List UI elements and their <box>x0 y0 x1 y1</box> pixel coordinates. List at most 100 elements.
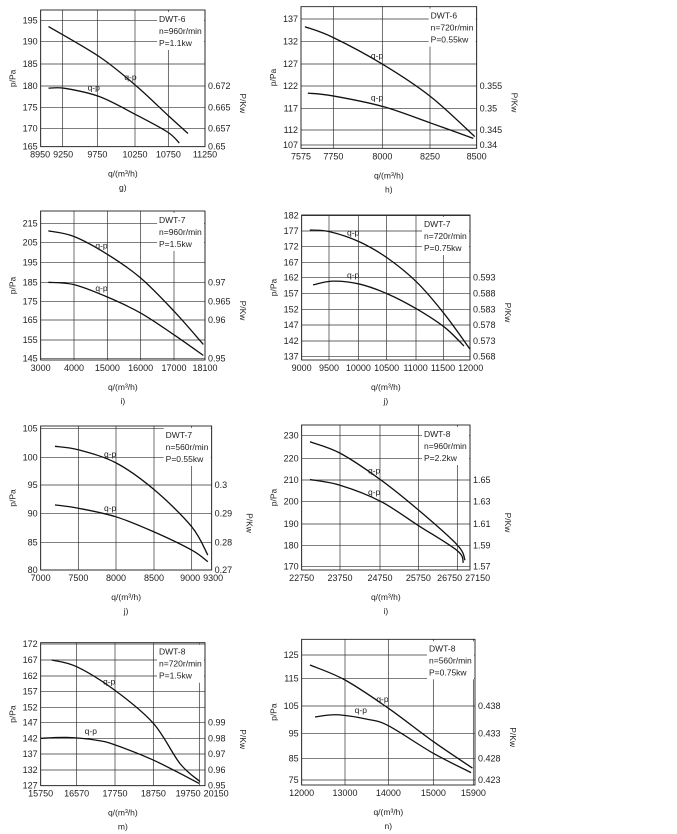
y2-tick-label: 0.568 <box>473 352 496 362</box>
y-tick-label: 167 <box>284 257 299 267</box>
y-tick-label: 162 <box>23 671 38 681</box>
x-tick-label: 16570 <box>64 789 89 799</box>
y-tick-label: 152 <box>284 304 299 314</box>
y2-tick-label: 0.583 <box>473 304 496 314</box>
x-tick-label: 24750 <box>367 573 392 583</box>
x-tick-label: 11000 <box>403 363 427 373</box>
pressure-curve <box>309 229 471 350</box>
y-tick-label: 137 <box>283 14 298 24</box>
power-curve <box>48 281 204 356</box>
power-curve <box>309 478 464 564</box>
y2-tick-label: 0.665 <box>208 102 231 112</box>
x-axis-label: q/(m³/h) <box>371 592 401 602</box>
legend-text: n=960r/min <box>424 441 467 451</box>
y2-axis-label: P/Kw <box>245 513 255 534</box>
plot-frame <box>40 210 206 361</box>
x-axis-label: q/(m³/h) <box>108 382 138 392</box>
y-tick-label: 105 <box>284 701 299 711</box>
y-tick-label: 105 <box>23 423 38 433</box>
legend-background <box>422 217 469 255</box>
y-tick-label: 180 <box>23 81 38 91</box>
y-tick-label: 167 <box>23 655 38 665</box>
y-tick-label: 162 <box>284 273 299 283</box>
pressure-curve <box>54 445 209 556</box>
y-tick-label: 132 <box>23 765 38 775</box>
y2-tick-label: 0.345 <box>480 125 503 135</box>
plot-frame <box>40 425 213 571</box>
x-tick-label: 9000 <box>180 573 200 583</box>
x-tick-label: 7575 <box>291 151 311 161</box>
y-tick-label: 75 <box>289 775 299 785</box>
y2-axis-label: P/Kw <box>508 727 518 748</box>
legend-text: P=2.2kw <box>424 453 458 463</box>
chart-caption: j) <box>123 606 129 616</box>
y2-tick-label: 0.433 <box>478 728 501 738</box>
power-curve <box>48 87 180 144</box>
chart-caption: h) <box>385 184 393 194</box>
series-label: q-p <box>371 50 384 60</box>
x-tick-label: 27150 <box>465 573 490 583</box>
y-tick-label: 230 <box>284 431 299 441</box>
pressure-curve <box>51 659 201 783</box>
x-tick-label: 7500 <box>68 573 88 583</box>
y2-tick-label: 0.965 <box>208 297 231 307</box>
x-axis-label: q/(m³/h) <box>111 592 141 602</box>
y-tick-label: 142 <box>23 733 38 743</box>
series-label: q-p <box>368 487 381 497</box>
y-tick-label: 85 <box>28 537 38 547</box>
y-tick-label: 142 <box>284 336 299 346</box>
y2-tick-label: 0.97 <box>208 277 226 287</box>
x-tick-label: 25750 <box>406 573 431 583</box>
y-axis-label: p/Pa <box>269 488 279 506</box>
x-tick-label: 22750 <box>289 573 314 583</box>
y-tick-label: 117 <box>284 103 298 113</box>
x-tick-label: 15750 <box>28 789 53 799</box>
y-axis-label: p/Pa <box>8 276 18 294</box>
x-tick-label: 18100 <box>192 363 217 373</box>
plot-frame <box>300 6 478 149</box>
legend-text: P=0.55kw <box>166 454 204 464</box>
x-axis-label: q/(m³/h) <box>371 382 401 392</box>
plot-frame <box>301 214 471 361</box>
y2-tick-label: 0.95 <box>208 353 226 363</box>
x-tick-label: 17000 <box>161 363 186 373</box>
y-tick-label: 190 <box>23 37 38 47</box>
x-tick-label: 9000 <box>292 363 312 373</box>
legend-text: n=960r/min <box>159 227 202 237</box>
x-tick-label: 4000 <box>64 363 84 373</box>
y2-tick-label: 1.57 <box>473 562 491 572</box>
y-tick-label: 182 <box>284 211 299 221</box>
x-tick-label: 3000 <box>31 363 51 373</box>
y-tick-label: 127 <box>23 781 38 791</box>
legend-background <box>428 8 476 47</box>
chart-caption: g) <box>119 183 127 193</box>
chart-caption: m) <box>118 822 128 832</box>
y-tick-label: 195 <box>23 258 38 268</box>
x-tick-label: 15000 <box>95 363 120 373</box>
y2-axis-label: P/Kw <box>503 303 513 324</box>
power-curve <box>40 736 200 785</box>
y-tick-label: 95 <box>28 480 38 490</box>
y2-tick-label: 0.578 <box>473 320 496 330</box>
series-label: q-p <box>347 228 360 238</box>
y-tick-label: 210 <box>284 475 299 485</box>
y-tick-label: 137 <box>23 749 38 759</box>
series-label: q-p <box>347 270 360 280</box>
y2-tick-label: 0.428 <box>478 753 501 763</box>
y-axis-label: p/Pa <box>268 68 278 86</box>
x-tick-label: 10000 <box>346 363 371 373</box>
x-tick-label: 15000 <box>421 788 446 798</box>
y-tick-label: 147 <box>284 320 299 330</box>
y-tick-label: 172 <box>23 639 38 649</box>
x-tick-label: 8500 <box>144 573 164 583</box>
legend-text: n=960r/min <box>159 26 202 36</box>
legend-text: DWT-7 <box>166 430 193 440</box>
legend-text: P=0.75kw <box>424 243 462 253</box>
pressure-curve <box>309 664 473 769</box>
legend-text: n=720r/min <box>424 231 467 241</box>
legend-text: DWT-7 <box>159 215 186 225</box>
y2-axis-label: P/Kw <box>238 93 248 114</box>
x-tick-label: 23750 <box>327 573 352 583</box>
